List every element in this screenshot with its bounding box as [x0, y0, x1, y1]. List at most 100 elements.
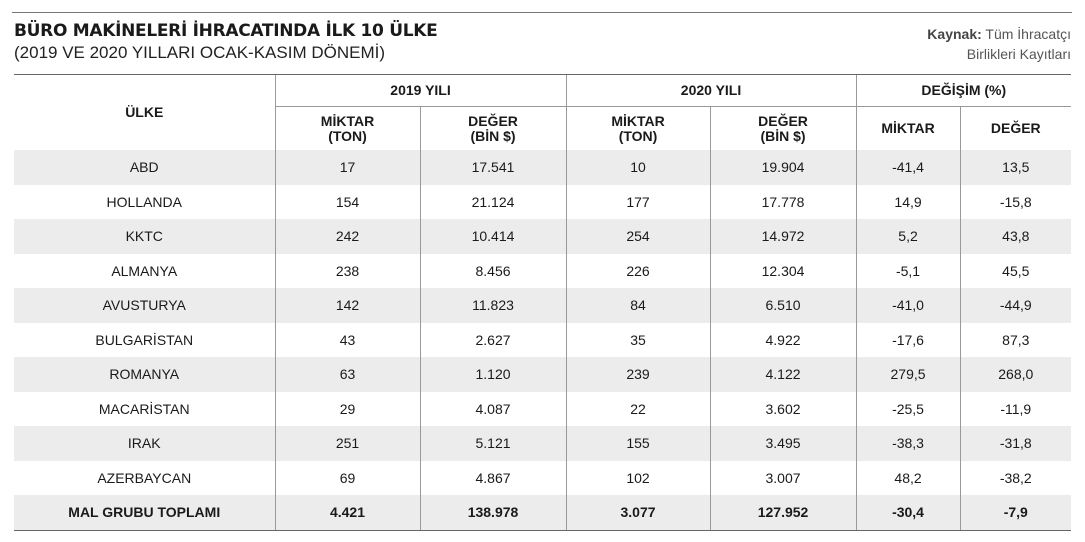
cell-country: ABD — [14, 150, 275, 185]
cell-change-val: -7,9 — [959, 495, 1072, 531]
table-row: ROMANYA 63 1.120 239 4.122 279,5 268,0 — [14, 357, 1072, 392]
cell-change-val: -44,9 — [959, 288, 1072, 323]
cell-country: KKTC — [14, 219, 275, 254]
cell-country: AVUSTURYA — [14, 288, 275, 323]
cell-qty-2019: 142 — [274, 288, 420, 323]
cell-qty-2020: 155 — [565, 426, 711, 461]
cell-change-val: 268,0 — [959, 357, 1072, 392]
col-header-qty-2020: MİKTAR (TON) — [565, 106, 711, 150]
table-row: BULGARİSTAN 43 2.627 35 4.922 -17,6 87,3 — [14, 322, 1072, 357]
cell-qty-2019: 43 — [274, 322, 420, 357]
source-line-2: Birlikleri Kayıtları — [966, 46, 1071, 62]
cell-change-val: 43,8 — [959, 219, 1072, 254]
table-row: ABD 17 17.541 10 19.904 -41,4 13,5 — [14, 150, 1072, 185]
source-line-1: Tüm İhracatçı — [985, 26, 1071, 42]
table-row: KKTC 242 10.414 254 14.972 5,2 43,8 — [14, 219, 1072, 254]
group-header-change: DEĞİŞİM (%) — [855, 74, 1072, 107]
cell-val-2020: 12.304 — [709, 253, 857, 288]
cell-val-2020: 4.122 — [709, 357, 857, 392]
cell-qty-2019: 17 — [274, 150, 420, 185]
table-row: HOLLANDA 154 21.124 177 17.778 14,9 -15,… — [14, 184, 1072, 219]
cell-val-2019: 4.867 — [419, 460, 567, 495]
total-row: MAL GRUBU TOPLAMI 4.421 138.978 3.077 12… — [14, 495, 1072, 531]
cell-val-2019: 1.120 — [419, 357, 567, 392]
cell-change-qty: 14,9 — [855, 184, 961, 219]
table-row: IRAK 251 5.121 155 3.495 -38,3 -31,8 — [14, 426, 1072, 461]
cell-val-2020: 4.922 — [709, 322, 857, 357]
col-header-val-2020: DEĞER (BİN $) — [709, 106, 857, 150]
cell-val-2019: 17.541 — [419, 150, 567, 185]
cell-country: HOLLANDA — [14, 184, 275, 219]
cell-qty-2019: 154 — [274, 184, 420, 219]
cell-qty-2020: 22 — [565, 391, 711, 426]
cell-qty-2019: 4.421 — [274, 495, 420, 531]
cell-change-val: -15,8 — [959, 184, 1072, 219]
cell-qty-2019: 63 — [274, 357, 420, 392]
cell-qty-2020: 254 — [565, 219, 711, 254]
cell-val-2020: 19.904 — [709, 150, 857, 185]
cell-val-2020: 17.778 — [709, 184, 857, 219]
cell-change-qty: 5,2 — [855, 219, 961, 254]
export-table: ÜLKE 2019 YILI 2020 YILI DEĞİŞİM (%) MİK… — [14, 74, 1072, 531]
cell-qty-2019: 242 — [274, 219, 420, 254]
col-header-change-qty: MİKTAR — [855, 106, 961, 150]
cell-change-qty: 279,5 — [855, 357, 961, 392]
cell-country: BULGARİSTAN — [14, 322, 275, 357]
cell-qty-2020: 239 — [565, 357, 711, 392]
cell-val-2019: 21.124 — [419, 184, 567, 219]
cell-change-val: 87,3 — [959, 322, 1072, 357]
cell-val-2019: 8.456 — [419, 253, 567, 288]
cell-val-2019: 4.087 — [419, 391, 567, 426]
col-header-change-val: DEĞER — [959, 106, 1072, 150]
cell-change-qty: -41,4 — [855, 150, 961, 185]
cell-qty-2020: 226 — [565, 253, 711, 288]
group-header-2019: 2019 YILI — [274, 74, 567, 107]
page-subtitle: (2019 VE 2020 YILLARI OCAK-KASIM DÖNEMİ) — [14, 43, 385, 62]
top-rule — [12, 12, 1072, 13]
cell-qty-2019: 238 — [274, 253, 420, 288]
cell-qty-2019: 251 — [274, 426, 420, 461]
cell-qty-2020: 84 — [565, 288, 711, 323]
cell-change-qty: 48,2 — [855, 460, 961, 495]
cell-val-2019: 138.978 — [419, 495, 567, 531]
cell-qty-2020: 35 — [565, 322, 711, 357]
source-label: Kaynak: — [927, 26, 982, 42]
table-row: MACARİSTAN 29 4.087 22 3.602 -25,5 -11,9 — [14, 391, 1072, 426]
group-header-2020: 2020 YILI — [565, 74, 857, 107]
table-row: ALMANYA 238 8.456 226 12.304 -5,1 45,5 — [14, 253, 1072, 288]
cell-country: MACARİSTAN — [14, 391, 275, 426]
cell-country: AZERBAYCAN — [14, 460, 275, 495]
cell-change-qty: -41,0 — [855, 288, 961, 323]
col-header-country: ÜLKE — [14, 74, 275, 150]
cell-change-qty: -5,1 — [855, 253, 961, 288]
cell-val-2020: 3.602 — [709, 391, 857, 426]
table-row: AZERBAYCAN 69 4.867 102 3.007 48,2 -38,2 — [14, 460, 1072, 495]
cell-val-2020: 3.495 — [709, 426, 857, 461]
cell-change-val: -11,9 — [959, 391, 1072, 426]
cell-qty-2019: 29 — [274, 391, 420, 426]
cell-change-val: -31,8 — [959, 426, 1072, 461]
cell-change-qty: -25,5 — [855, 391, 961, 426]
cell-country: ALMANYA — [14, 253, 275, 288]
source-note: Kaynak: Tüm İhracatçı Birlikleri Kayıtla… — [927, 24, 1071, 64]
cell-qty-2020: 10 — [565, 150, 711, 185]
cell-country: MAL GRUBU TOPLAMI — [14, 495, 275, 531]
cell-change-val: -38,2 — [959, 460, 1072, 495]
cell-change-val: 45,5 — [959, 253, 1072, 288]
cell-val-2019: 2.627 — [419, 322, 567, 357]
cell-country: IRAK — [14, 426, 275, 461]
page-title: BÜRO MAKİNELERİ İHRACATINDA İLK 10 ÜLKE — [14, 21, 438, 41]
col-header-val-2019: DEĞER (BİN $) — [419, 106, 567, 150]
cell-change-val: 13,5 — [959, 150, 1072, 185]
cell-change-qty: -17,6 — [855, 322, 961, 357]
cell-val-2020: 6.510 — [709, 288, 857, 323]
cell-change-qty: -30,4 — [855, 495, 961, 531]
cell-val-2020: 3.007 — [709, 460, 857, 495]
cell-qty-2020: 177 — [565, 184, 711, 219]
cell-change-qty: -38,3 — [855, 426, 961, 461]
cell-qty-2020: 3.077 — [565, 495, 711, 531]
table-row: AVUSTURYA 142 11.823 84 6.510 -41,0 -44,… — [14, 288, 1072, 323]
col-header-qty-2019: MİKTAR (TON) — [274, 106, 420, 150]
cell-qty-2020: 102 — [565, 460, 711, 495]
cell-country: ROMANYA — [14, 357, 275, 392]
